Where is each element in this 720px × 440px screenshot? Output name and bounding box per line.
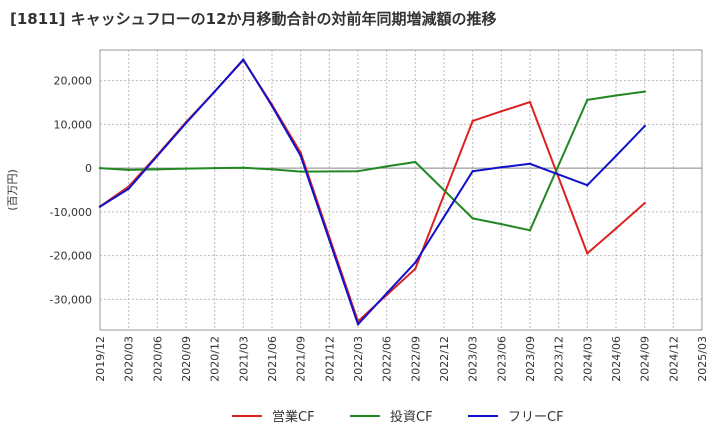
x-tick-label: 2021/06 xyxy=(266,336,279,382)
x-tick-label: 2021/09 xyxy=(295,336,308,382)
data-point-2-9 xyxy=(356,323,360,326)
data-point-2-17 xyxy=(586,184,589,187)
data-point-0-18 xyxy=(614,227,618,230)
data-point-1-0 xyxy=(98,166,102,170)
x-tick-label: 2024/03 xyxy=(581,336,594,382)
x-tick-label: 2020/06 xyxy=(151,336,164,382)
x-tick-label: 2019/12 xyxy=(94,336,107,382)
data-point-1-11 xyxy=(414,160,417,164)
data-point-1-7 xyxy=(299,170,302,173)
data-point-2-0 xyxy=(98,205,102,208)
data-point-1-6 xyxy=(270,168,274,171)
data-point-0-15 xyxy=(528,100,532,104)
y-tick-label: -30,000 xyxy=(50,293,92,306)
data-point-2-3 xyxy=(184,121,188,125)
data-point-1-3 xyxy=(184,167,188,170)
data-point-0-17 xyxy=(586,252,589,255)
data-point-2-4 xyxy=(213,90,216,93)
data-point-2-15 xyxy=(528,162,532,165)
series-line-0 xyxy=(99,59,646,323)
data-point-2-2 xyxy=(156,154,159,158)
x-tick-label: 2022/03 xyxy=(352,336,365,382)
data-point-2-18 xyxy=(614,154,618,158)
x-tick-label: 2024/12 xyxy=(667,336,680,382)
x-tick-label: 2024/06 xyxy=(610,336,623,382)
y-tick-label: 10,000 xyxy=(54,118,93,131)
data-point-2-13 xyxy=(471,170,474,173)
data-point-1-4 xyxy=(213,166,216,170)
data-point-1-18 xyxy=(614,94,618,97)
data-point-0-14 xyxy=(500,110,503,113)
data-point-1-13 xyxy=(471,217,474,220)
y-tick-label: 0 xyxy=(85,162,92,175)
chart-title: [1811] キャッシュフローの12か月移動合計の対前年同期増減額の推移 xyxy=(10,10,497,28)
data-point-1-2 xyxy=(156,168,159,171)
data-point-1-10 xyxy=(385,165,388,168)
plot-frame xyxy=(99,49,703,331)
data-point-1-14 xyxy=(500,222,503,226)
y-tick-label: -10,000 xyxy=(50,206,92,219)
legend-label-1: 投資CF xyxy=(390,409,433,425)
data-point-2-14 xyxy=(500,166,503,169)
x-tick-label: 2025/03 xyxy=(696,336,709,382)
x-tick-label: 2022/12 xyxy=(438,336,451,382)
data-point-1-9 xyxy=(356,170,360,173)
legend-label-2: フリーCF xyxy=(508,410,564,425)
x-tick-label: 2022/09 xyxy=(409,336,422,382)
x-tick-label: 2023/06 xyxy=(495,336,508,382)
x-tick-label: 2024/09 xyxy=(639,336,652,382)
x-tick-label: 2020/12 xyxy=(209,336,222,382)
x-tick-label: 2022/06 xyxy=(381,336,394,382)
data-point-2-5 xyxy=(242,58,245,61)
data-point-0-19 xyxy=(643,201,646,205)
x-tick-label: 2023/12 xyxy=(553,336,566,382)
y-tick-label: 20,000 xyxy=(54,75,93,88)
x-tick-label: 2021/12 xyxy=(323,336,336,382)
x-tick-label: 2020/09 xyxy=(180,336,193,382)
x-tick-label: 2021/03 xyxy=(237,336,250,382)
data-point-1-15 xyxy=(528,229,532,232)
data-point-2-10 xyxy=(385,292,388,295)
legend-label-0: 営業CF xyxy=(272,409,315,425)
data-point-1-17 xyxy=(586,98,589,102)
data-point-1-1 xyxy=(127,168,130,172)
data-point-0-11 xyxy=(414,267,417,270)
data-point-2-6 xyxy=(270,104,274,108)
series-line-1 xyxy=(99,90,645,232)
data-point-2-1 xyxy=(127,187,130,190)
data-point-1-19 xyxy=(643,90,646,93)
data-point-0-13 xyxy=(471,119,474,123)
x-tick-label: 2023/09 xyxy=(524,336,537,382)
x-tick-label: 2020/03 xyxy=(123,336,136,382)
y-tick-label: -20,000 xyxy=(50,250,92,263)
data-point-2-7 xyxy=(299,154,302,158)
data-point-1-5 xyxy=(242,166,245,169)
x-tick-label: 2023/03 xyxy=(467,336,480,382)
y-axis-label: (百万円) xyxy=(6,169,19,211)
data-point-2-19 xyxy=(643,124,646,128)
data-point-2-11 xyxy=(414,261,417,264)
